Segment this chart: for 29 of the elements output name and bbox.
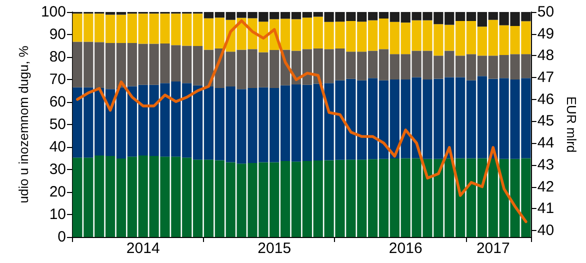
x-tick-label: 2014 [126,240,160,257]
x-tick-label: 2016 [388,240,422,257]
y-tick-label: 20 [49,184,66,200]
y2-tick-label: 50 [537,4,554,20]
y-tick-label: 100 [40,4,66,20]
line-series [76,19,528,224]
y2-tick-label: 48 [537,47,554,64]
y-tick-label: 40 [49,138,66,156]
y-tick-label: 90 [49,26,66,43]
y2-tick-label: 41 [537,200,554,218]
y2-tick-label: 42 [537,178,554,196]
y-axis-title: udio u inozemnom dugu, % [16,45,32,204]
y-tick-label: 50 [49,116,66,133]
x-tick-label: 2017 [476,240,510,257]
y2-tick-label: 43 [537,156,554,174]
y-tick-label: 60 [49,94,66,110]
y-tick-label: 70 [49,71,66,88]
y-tick-label: 30 [49,161,66,178]
x-tick-label: 2015 [258,240,292,257]
y-tick-label: 0 [58,228,66,246]
y2-tick-label: 44 [537,134,554,152]
y2-tick-label: 47 [537,69,554,86]
y2-tick-label: 40 [537,222,554,239]
y-tick-label: 10 [49,206,66,223]
y2-tick-label: 45 [537,112,554,130]
y-tick-label: 80 [49,48,66,66]
y2-tick-label: 49 [537,25,554,42]
y2-tick-label: 46 [537,90,554,108]
y2-axis-title: EUR mlrd [564,96,579,153]
